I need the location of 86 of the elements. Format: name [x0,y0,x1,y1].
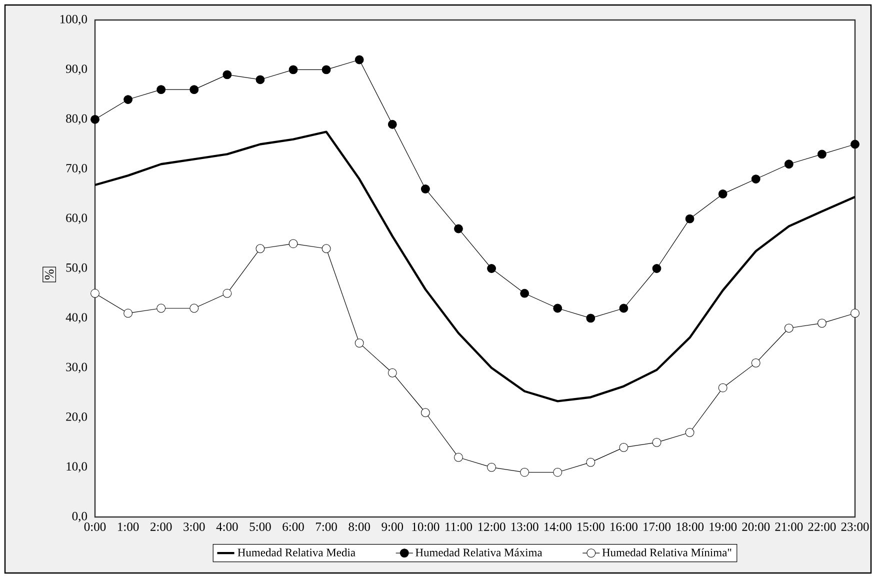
x-tick-label: 20:00 [742,522,770,532]
x-tick-label: 21:00 [775,522,803,532]
point [454,224,463,234]
point [685,214,694,224]
legend-label: Humedad Relativa Máxima [416,548,542,556]
x-tick-label: 12:00 [478,522,506,532]
point [685,428,694,437]
point [90,114,100,124]
point [751,174,760,184]
x-tick-label: 15:00 [578,522,604,532]
y-tick-label: 20,0 [66,412,87,423]
point [454,452,463,462]
y-tick-label: 60,0 [66,214,87,224]
point [818,318,826,328]
x-tick-label: 19:00 [710,522,737,532]
point [222,70,232,80]
point [619,442,628,452]
point [751,358,760,368]
point [388,120,397,129]
y-tick-label: 90,0 [66,64,87,75]
point [354,338,364,348]
point [784,324,794,333]
x-tick-label: 2:00 [150,522,172,532]
point [124,95,132,104]
point [850,140,860,149]
point [288,239,298,248]
point [124,308,132,318]
point [718,189,728,198]
point [222,288,232,298]
line-series [95,130,856,402]
x-tick-label: 4:00 [216,522,238,532]
point [586,458,596,467]
y-tick-label: 80,0 [66,114,87,125]
y-tick-label: 40,0 [66,313,87,324]
x-tick-label: 23:00 [841,522,869,532]
legend-label: Humedad Relativa Media [238,548,356,556]
x-tick-label: 16:00 [610,522,638,532]
point [784,160,794,169]
x-tick-label: 18:00 [676,522,704,532]
point [553,468,562,477]
x-tick-label: 10:00 [412,522,440,532]
point [520,468,530,477]
x-tick-label: 6:00 [282,522,304,532]
point [652,438,662,447]
point [322,244,331,254]
point [190,85,199,94]
y-tick-label: 100,0 [60,14,87,26]
x-tick-label: 13:00 [511,522,538,532]
x-tick-label: 11:00 [446,522,472,532]
point [487,264,496,273]
x-tick-label: 8:00 [348,522,370,532]
point [619,304,628,313]
point [652,264,662,273]
point [322,65,331,74]
point [420,408,430,418]
point [288,65,298,74]
y-tick-label: 70,0 [66,164,87,174]
point [420,184,430,194]
y-tick-label: 0,0 [72,512,87,522]
point [553,304,562,313]
point [520,288,530,298]
point [256,75,265,84]
x-tick-label: 14:00 [544,522,572,532]
point [850,308,860,318]
x-tick-label: 17:00 [644,522,670,532]
point [156,85,166,94]
y-axis-title: % [44,270,54,280]
x-tick-label: 3:00 [184,522,205,532]
point [90,288,100,298]
y-tick-label: 30,0 [66,362,87,374]
point [256,244,265,254]
x-tick-label: 1:00 [118,522,139,532]
point [388,368,397,378]
point [718,383,728,392]
x-tick-label: 9:00 [382,522,404,532]
point [354,55,364,64]
x-tick-label: 0:00 [84,522,106,532]
point [586,314,596,323]
x-tick-label: 5:00 [250,522,271,532]
point [818,150,826,159]
y-tick-label: 50,0 [66,263,87,274]
legend-label: Humedad Relativa Mínima" [602,548,732,556]
y-tick-label: 10,0 [66,462,87,472]
x-tick-label: 22:00 [808,522,836,532]
x-tick-label: 7:00 [316,522,337,532]
point [487,462,496,472]
